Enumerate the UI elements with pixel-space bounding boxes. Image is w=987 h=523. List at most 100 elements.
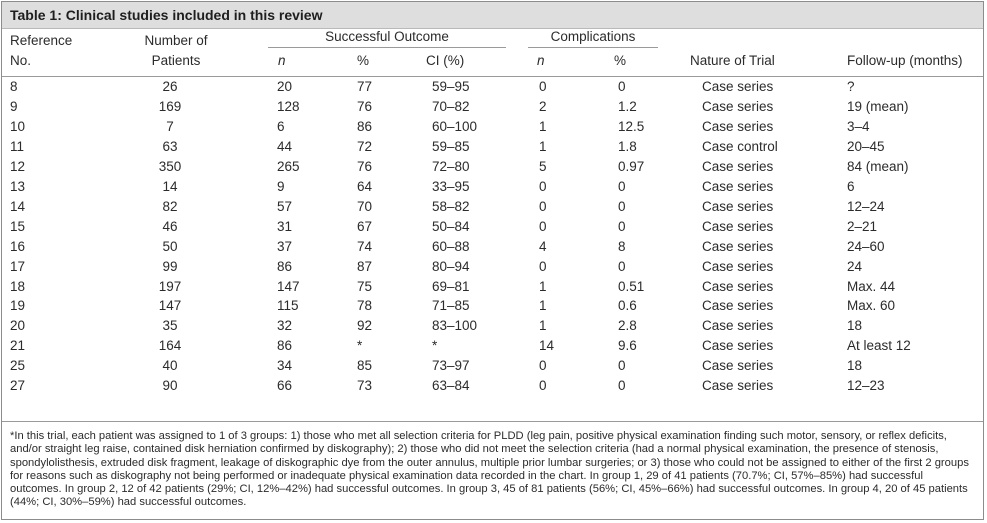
- cell-follow-up: 12–23: [847, 378, 885, 394]
- cell-success-ci: 33–95: [432, 178, 470, 194]
- cell-reference-no: 9: [10, 98, 18, 114]
- cell-success-ci: 60–100: [432, 118, 478, 134]
- cell-nature-of-trial: Case series: [702, 338, 774, 354]
- cell-number-of-patients: 90: [162, 378, 178, 394]
- cell-follow-up: ?: [847, 79, 855, 94]
- cell-success-percent: 67: [357, 218, 373, 234]
- cell-follow-up: 24–60: [847, 238, 885, 254]
- cell-success-ci: 59–95: [432, 79, 470, 94]
- cell-follow-up: 20–45: [847, 138, 885, 154]
- cell-number-of-patients: 82: [162, 198, 178, 214]
- cell-success-percent: 77: [357, 79, 373, 94]
- cell-success-percent: 64: [357, 178, 373, 194]
- cell-complications-n: 0: [539, 218, 547, 234]
- header-nature-of-trial: Nature of Trial: [690, 53, 775, 68]
- cell-complications-n: 0: [539, 358, 547, 374]
- cell-success-n: 86: [277, 258, 293, 274]
- cell-nature-of-trial: Case series: [702, 258, 774, 274]
- cell-reference-no: 8: [10, 79, 18, 94]
- cell-success-n: 9: [277, 178, 285, 194]
- cell-success-ci: 83–100: [432, 318, 478, 334]
- cell-complications-n: 1: [539, 298, 547, 314]
- cell-nature-of-trial: Case series: [702, 238, 774, 254]
- cell-follow-up: 19 (mean): [847, 98, 909, 114]
- table-bottom-rule: [2, 421, 983, 422]
- cell-complications-percent: 0: [618, 178, 626, 194]
- cell-complications-n: 0: [539, 378, 547, 394]
- header-patients: Patients: [151, 53, 201, 68]
- cell-number-of-patients: 35: [162, 318, 178, 334]
- cell-success-percent: 76: [357, 98, 373, 114]
- cell-complications-percent: 1.8: [618, 138, 637, 154]
- cell-follow-up: 24: [847, 258, 863, 274]
- cell-nature-of-trial: Case series: [702, 198, 774, 214]
- cell-reference-no: 12: [10, 158, 26, 174]
- cell-number-of-patients: 99: [162, 258, 178, 274]
- cell-success-ci: 73–97: [432, 358, 470, 374]
- header-success-percent: %: [357, 53, 370, 68]
- cell-success-percent: 85: [357, 358, 373, 374]
- table-title-bar: Table 1: Clinical studies included in th…: [2, 2, 983, 29]
- cell-nature-of-trial: Case series: [702, 218, 774, 234]
- header-reference: Reference: [10, 33, 73, 48]
- cell-complications-percent: 0: [618, 79, 626, 94]
- cell-reference-no: 17: [10, 258, 26, 274]
- cell-reference-no: 11: [10, 138, 25, 154]
- cell-reference-no: 27: [10, 378, 26, 394]
- cell-success-percent: 86: [357, 118, 373, 134]
- header-comp-percent: %: [614, 53, 627, 68]
- cell-number-of-patients: 350: [158, 158, 182, 174]
- cell-complications-n: 1: [539, 138, 547, 154]
- cell-number-of-patients: 50: [162, 238, 178, 254]
- cell-follow-up: 84 (mean): [847, 158, 909, 174]
- table-row: 14 82 57 70 58–82 0 0 Case series 12–24: [2, 197, 983, 217]
- cell-success-n: 6: [277, 118, 285, 134]
- cell-follow-up: 3–4: [847, 118, 870, 134]
- cell-complications-n: 0: [539, 258, 547, 274]
- cell-success-n: 128: [277, 98, 300, 114]
- cell-success-n: 115: [277, 298, 299, 314]
- table-title: Table 1: Clinical studies included in th…: [10, 7, 323, 23]
- cell-complications-n: 1: [539, 118, 547, 134]
- cell-success-percent: 76: [357, 158, 373, 174]
- successful-outcome-rule: [268, 47, 506, 48]
- cell-complications-percent: 0.6: [618, 298, 637, 314]
- cell-number-of-patients: 26: [162, 79, 178, 94]
- header-complications: Complications: [550, 29, 636, 44]
- cell-success-ci: 59–85: [432, 138, 470, 154]
- cell-success-percent: 74: [357, 238, 373, 254]
- cell-follow-up: 6: [847, 178, 855, 194]
- cell-reference-no: 20: [10, 318, 26, 334]
- cell-nature-of-trial: Case series: [702, 118, 774, 134]
- cell-number-of-patients: 147: [158, 298, 182, 314]
- table-row: 16 50 37 74 60–88 4 8 Case series 24–60: [2, 237, 983, 257]
- cell-success-percent: 70: [357, 198, 373, 214]
- cell-complications-percent: 1.2: [618, 98, 637, 114]
- cell-success-ci: 80–94: [432, 258, 470, 274]
- cell-follow-up: 2–21: [847, 218, 878, 234]
- table-footnote: *In this trial, each patient was assigne…: [10, 430, 969, 509]
- header-ci: CI (%): [426, 53, 465, 68]
- cell-success-n: 20: [277, 79, 293, 94]
- cell-nature-of-trial: Case control: [702, 138, 778, 154]
- cell-nature-of-trial: Case series: [702, 98, 774, 114]
- cell-complications-percent: 0.51: [618, 278, 645, 294]
- cell-reference-no: 18: [10, 278, 26, 294]
- cell-nature-of-trial: Case series: [702, 358, 774, 374]
- cell-nature-of-trial: Case series: [702, 79, 774, 94]
- table-row: 27 90 66 73 63–84 0 0 Case series 12–23: [2, 376, 983, 396]
- cell-complications-n: 2: [539, 98, 547, 114]
- cell-complications-n: 0: [539, 79, 547, 94]
- cell-success-percent: 92: [357, 318, 373, 334]
- cell-nature-of-trial: Case series: [702, 318, 774, 334]
- cell-success-ci: 70–82: [432, 98, 470, 114]
- cell-complications-n: 5: [539, 158, 547, 174]
- table-row: 20 35 32 92 83–100 1 2.8 Case series 18: [2, 316, 983, 336]
- cell-number-of-patients: 164: [158, 338, 182, 354]
- table-row: 11 63 44 72 59–85 1 1.8 Case control 20–45: [2, 137, 983, 157]
- header-comp-n: n: [537, 53, 545, 68]
- table-row: 17 99 86 87 80–94 0 0 Case series 24: [2, 257, 983, 277]
- cell-success-percent: 73: [357, 378, 373, 394]
- cell-complications-percent: 0: [618, 358, 626, 374]
